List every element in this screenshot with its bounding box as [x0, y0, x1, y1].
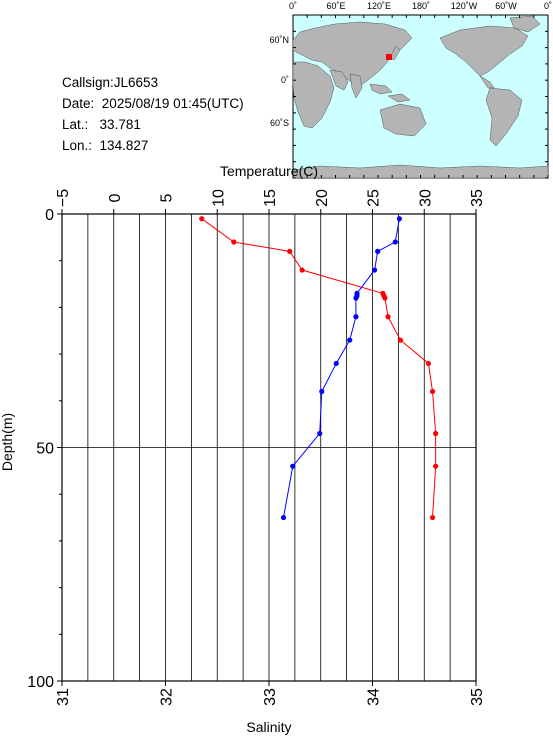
temperature-point: [429, 388, 436, 395]
y-axis-label: Depth(m): [0, 413, 15, 471]
callsign-value: JL6653: [113, 75, 159, 90]
map-lat-label-1: 0˚: [281, 75, 289, 85]
map-lat-labels: 60˚N 0˚ 60˚S: [269, 35, 289, 128]
salinity-point: [353, 295, 359, 301]
map-lat-label-2: 60˚S: [270, 118, 289, 128]
map-lon-label-3: 180˚: [412, 1, 430, 11]
map-lon-label-5: 60˚W: [495, 1, 517, 11]
date-row: Date: 2025/08/19 01:45(UTC): [62, 93, 244, 114]
temperature-point: [287, 248, 293, 254]
salinity-point: [371, 267, 378, 273]
y-tick-label: 0: [45, 207, 54, 224]
salinity-point: [392, 239, 398, 245]
top-tick-label: 5: [159, 193, 176, 202]
salinity-point: [317, 430, 323, 437]
salinity-line: [282, 218, 400, 518]
lon-value: 134.827: [99, 138, 149, 153]
date-label: Date:: [62, 96, 95, 111]
station-marker: [386, 54, 392, 60]
salinity-point: [353, 314, 359, 320]
y-tick-label: 50: [36, 441, 54, 458]
temperature-point: [382, 295, 388, 301]
y-tick-label: 100: [27, 674, 54, 691]
lon-row: Lon.: 134.827: [62, 135, 244, 156]
top-axis-label: Temperature(C): [220, 163, 318, 179]
temperature-point: [425, 360, 431, 367]
map-lon-label-1: 60˚E: [326, 1, 345, 11]
callsign-row: Callsign:JL6653: [62, 72, 244, 93]
map-frame-ticks: [292, 14, 549, 179]
world-map: 0˚ 60˚E 120˚E 180˚ 120˚W 60˚W 0˚ 60˚N 0˚…: [269, 1, 552, 179]
station-info: Callsign:JL6653 Date: 2025/08/19 01:45(U…: [62, 72, 244, 156]
lat-row: Lat.: 33.781: [62, 114, 244, 135]
top-tick-label: 30: [417, 189, 434, 207]
bottom-tick-label: 33: [262, 688, 279, 706]
salinity-point: [347, 337, 353, 343]
salinity-point: [290, 463, 296, 469]
salinity-point: [375, 248, 381, 254]
temperature-point: [433, 463, 439, 469]
salinity-point: [319, 388, 325, 395]
salinity-point: [280, 514, 287, 521]
top-tick-label: 15: [262, 189, 279, 207]
map-lon-label-0: 0˚: [289, 1, 297, 11]
top-tick-label: 35: [469, 189, 486, 207]
bottom-tick-label: 34: [366, 688, 383, 706]
callsign-label: Callsign:: [62, 75, 114, 90]
lat-label: Lat.:: [62, 117, 89, 132]
map-lon-label-2: 120˚E: [367, 1, 391, 11]
bottom-axis-label: Salinity: [246, 719, 291, 735]
top-tick-label: 20: [314, 189, 331, 207]
bottom-tick-label: 31: [55, 688, 72, 706]
map-lon-label-4: 120˚W: [451, 1, 478, 11]
temperature-point: [397, 337, 404, 343]
series-layer: [199, 216, 439, 521]
temperature-point: [433, 430, 439, 437]
map-lat-label-0: 60˚N: [269, 35, 289, 45]
bottom-tick-label: 32: [159, 688, 176, 706]
top-tick-label: 25: [366, 189, 383, 207]
map-lon-labels: 0˚ 60˚E 120˚E 180˚ 120˚W 60˚W 0˚: [289, 1, 552, 11]
lat-value: 33.781: [99, 117, 141, 132]
grid-lines: [62, 214, 476, 681]
temperature-point: [385, 314, 391, 320]
salinity-point: [396, 216, 403, 222]
temperature-point: [231, 239, 237, 245]
temperature-point: [429, 514, 436, 521]
date-value: 2025/08/19 01:45(UTC): [101, 96, 244, 111]
temperature-line: [201, 218, 437, 518]
top-tick-label: 0: [107, 193, 124, 202]
map-land: [292, 15, 549, 179]
temperature-point: [199, 216, 205, 222]
lon-label: Lon.:: [62, 138, 93, 153]
bottom-tick-label: 35: [469, 688, 486, 706]
salinity-point: [333, 360, 339, 367]
top-tick-label: 10: [210, 189, 227, 207]
temperature-point: [299, 267, 305, 273]
map-lon-label-6: 0˚: [544, 1, 552, 11]
top-tick-label: −5: [55, 189, 72, 207]
